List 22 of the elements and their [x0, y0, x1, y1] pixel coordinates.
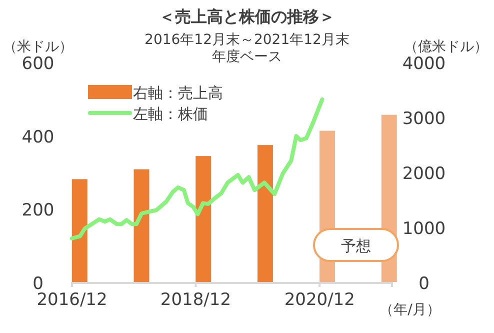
- y2tick: 4000: [402, 54, 446, 74]
- xlabel: （年/月）: [380, 302, 440, 318]
- bar: [72, 179, 88, 282]
- ytick: 200: [22, 200, 54, 221]
- ytick: 600: [22, 54, 54, 74]
- annotation: 予想: [341, 237, 371, 255]
- bar: [257, 145, 273, 282]
- ylabel: （米ドル）: [3, 39, 73, 55]
- y2tick: 2000: [402, 164, 446, 184]
- bar: [196, 156, 212, 282]
- bar: [134, 169, 150, 282]
- xtick: 2020/12: [284, 290, 355, 310]
- y2tick: 0: [418, 274, 430, 294]
- title: ＜売上高と株価の推移＞: [159, 7, 335, 26]
- xtick: 2018/12: [160, 290, 232, 310]
- y2tick: 1000: [402, 219, 446, 239]
- ytick: 400: [22, 127, 54, 148]
- y2label: （億米ドル）: [404, 39, 488, 55]
- legend-label: 右軸：売上高: [133, 84, 223, 102]
- subtitle: 2016年12月末～2021年12月末: [144, 32, 350, 48]
- y2tick: 3000: [402, 109, 446, 129]
- legend-label: 左軸：株価: [133, 105, 208, 123]
